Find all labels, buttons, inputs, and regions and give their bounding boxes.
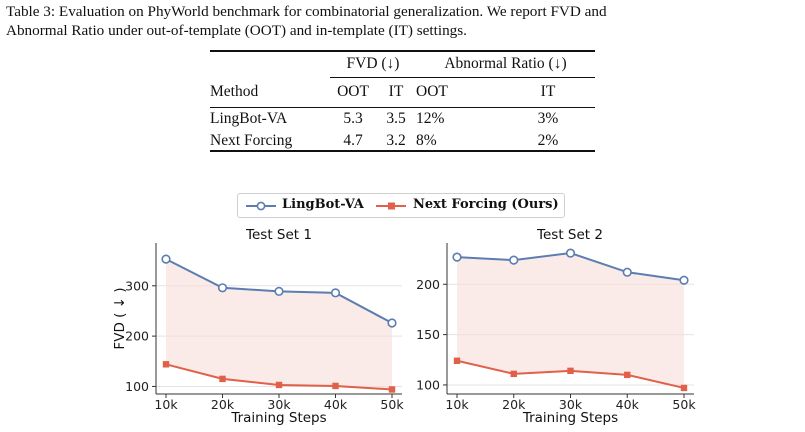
- x-tick-label-1-4: 50k: [672, 397, 696, 412]
- row-method: Next Forcing: [210, 131, 293, 149]
- caption-line-1: Table 3: Evaluation on PhyWorld benchmar…: [6, 3, 607, 20]
- point-lingbot-1-2: [565, 248, 576, 258]
- point-lingbot-0-3: [330, 288, 341, 298]
- series-line-nextforcing-0: [165, 363, 393, 391]
- y-tick-label-1-1: 150: [416, 327, 440, 342]
- header-abnormal-ratio: Abnormal Ratio (↓): [416, 51, 595, 78]
- y-tick-label-0-1: 200: [125, 329, 149, 344]
- legend-markers: [246, 201, 406, 211]
- improvement-area-0: [166, 259, 392, 390]
- legend-marker-series2: [388, 202, 395, 210]
- point-lingbot-1-4: [679, 275, 689, 285]
- x-tick-label-1-3: 40k: [616, 397, 640, 412]
- x-tick-label-1-1: 20k: [502, 397, 526, 412]
- point-lingbot-1-3: [622, 267, 632, 277]
- point-nextforcing-0-1: [219, 375, 226, 383]
- table-caption: Table 3: Evaluation on PhyWorld benchmar…: [6, 2, 802, 40]
- x-tick-label-0-1: 20k: [211, 397, 235, 412]
- chart-title-0: Test Set 1: [245, 227, 312, 243]
- row-fvd-it: 3.5: [386, 110, 406, 128]
- row-ab-oot: 8%: [416, 131, 437, 149]
- x-tick-label-0-4: 50k: [380, 397, 404, 412]
- header-fvd-oot: OOT: [337, 83, 369, 100]
- header-fvd-it: IT: [388, 83, 404, 100]
- point-nextforcing-1-2: [567, 367, 574, 375]
- x-tick-label-1-0: 10k: [445, 397, 469, 412]
- point-lingbot-0-4: [387, 318, 397, 328]
- row-ab-it: 3%: [537, 110, 559, 128]
- table-row: LingBot-VA 5.3 3.5 12% 3%: [210, 107, 595, 131]
- legend-label-series2: Next Forcing (Ours): [413, 197, 559, 212]
- row-fvd-oot: 4.7: [343, 131, 363, 149]
- row-method: LingBot-VA: [210, 110, 288, 128]
- point-lingbot-0-0: [161, 254, 171, 264]
- y-tick-label-1-0: 100: [416, 377, 440, 392]
- point-nextforcing-0-3: [332, 382, 339, 390]
- x-tick-label-0-2: 30k: [267, 397, 291, 412]
- point-lingbot-0-1: [217, 283, 228, 293]
- series-line-nextforcing-1: [456, 359, 685, 389]
- row-fvd-oot: 5.3: [343, 110, 363, 128]
- y-tick-label-0-0: 100: [125, 379, 149, 394]
- series-line-lingbot-1: [456, 252, 685, 282]
- x-axis-label-1: Training Steps: [522, 410, 618, 426]
- series-line-lingbot-0: [165, 258, 393, 324]
- chart-legend: LingBot-VA Next Forcing (Ours): [237, 193, 565, 218]
- x-tick-label-1-2: 30k: [559, 397, 583, 412]
- chart-title-1: Test Set 2: [536, 227, 603, 243]
- point-nextforcing-0-2: [275, 381, 283, 389]
- table-row: Next Forcing 4.7 3.2 8% 2%: [210, 131, 595, 151]
- row-fvd-it: 3.2: [386, 131, 406, 149]
- point-lingbot-1-0: [452, 252, 462, 262]
- caption-line-2: Abnormal Ratio under out-of-template (OO…: [6, 22, 467, 39]
- point-nextforcing-0-4: [388, 386, 396, 393]
- point-nextforcing-0-0: [162, 361, 170, 368]
- x-tick-label-0-3: 40k: [324, 397, 348, 412]
- legend-marker-series1: [256, 201, 266, 211]
- y-tick-label-1-2: 200: [416, 277, 440, 292]
- header-ab-oot: OOT: [416, 83, 448, 100]
- header-ab-it: IT: [540, 83, 556, 100]
- header-method: Method: [210, 82, 259, 100]
- point-nextforcing-1-4: [680, 384, 688, 392]
- x-axis-label-0: Training Steps: [230, 410, 326, 426]
- point-nextforcing-1-3: [624, 371, 631, 379]
- point-nextforcing-1-0: [453, 357, 461, 364]
- x-tick-label-0-0: 10k: [154, 397, 178, 412]
- results-table: FVD (↓) Abnormal Ratio (↓) Method OOT IT…: [210, 50, 595, 152]
- improvement-area-1: [457, 253, 684, 388]
- point-nextforcing-1-1: [510, 370, 517, 378]
- header-fvd: FVD (↓): [330, 51, 416, 78]
- y-axis-label-0: FVD ( ↓ ): [112, 287, 128, 349]
- point-lingbot-1-1: [509, 255, 519, 265]
- row-ab-oot: 12%: [416, 110, 445, 128]
- point-lingbot-0-2: [274, 286, 284, 296]
- y-tick-label-0-2: 300: [125, 278, 149, 293]
- legend-label-series1: LingBot-VA: [282, 197, 364, 212]
- row-ab-it: 2%: [537, 131, 559, 149]
